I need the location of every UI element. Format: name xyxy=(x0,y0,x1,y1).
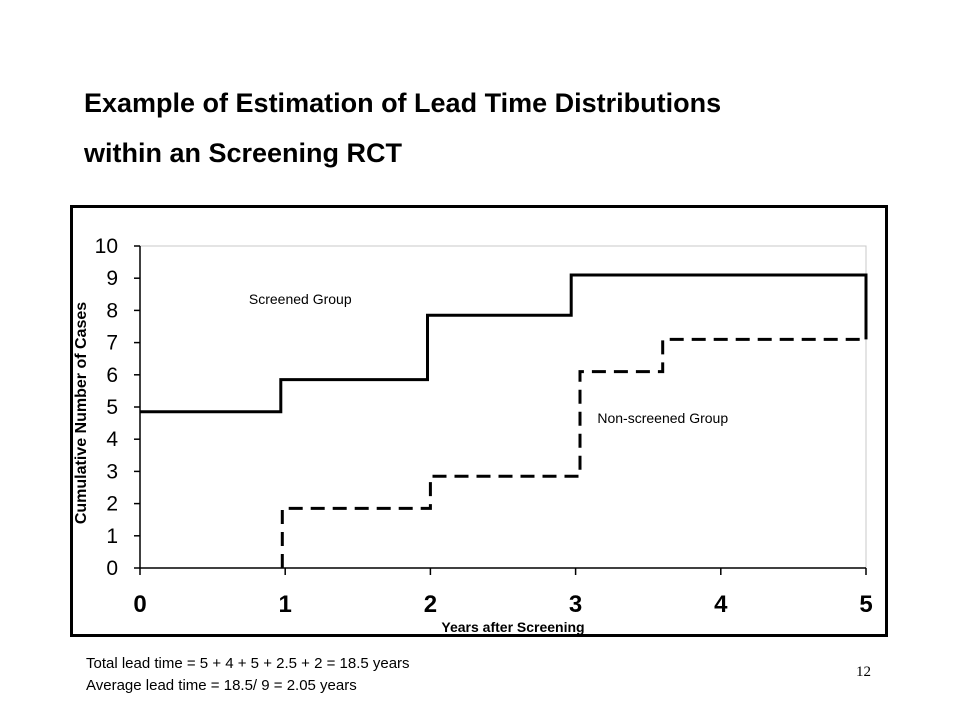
slide-title-line-1: Example of Estimation of Lead Time Distr… xyxy=(84,88,722,118)
x-axis-title: Years after Screening xyxy=(441,619,584,634)
total-lead-time-note: Total lead time = 5 + 4 + 5 + 2.5 + 2 = … xyxy=(86,655,410,672)
annotation-screened-group: Screened Group xyxy=(249,291,352,307)
y-tick-label-1: 1 xyxy=(106,525,118,548)
lead-time-notes: Total lead time = 5 + 4 + 5 + 2.5 + 2 = … xyxy=(86,653,410,697)
y-tick-label-9: 9 xyxy=(106,267,118,290)
y-tick-label-6: 6 xyxy=(106,364,118,387)
series-non-screened-group xyxy=(280,337,866,568)
y-tick-label-0: 0 xyxy=(106,557,118,580)
y-axis-title: Cumulative Number of Cases xyxy=(73,302,90,524)
y-tick-label-2: 2 xyxy=(106,493,118,516)
lead-time-chart: 0 1 2 3 4 5 6 7 8 9 10 0 1 2 3 4 5 Years after Screening C… xyxy=(73,235,873,634)
y-tick-label-4: 4 xyxy=(106,428,118,451)
x-tick-label-0: 0 xyxy=(133,591,146,618)
x-tick-label-5: 5 xyxy=(859,591,872,618)
y-tick-label-8: 8 xyxy=(106,299,118,322)
average-lead-time-note: Average lead time = 18.5/ 9 = 2.05 years xyxy=(86,677,357,694)
x-tick-label-4: 4 xyxy=(714,591,728,618)
slide-title: Example of Estimation of Lead Time Distr… xyxy=(84,78,904,178)
x-tick-label-3: 3 xyxy=(569,591,582,618)
slide-title-line-2: within an Screening RCT xyxy=(84,138,403,168)
y-tick-label-7: 7 xyxy=(106,332,118,355)
annotation-non-screened-group: Non-screened Group xyxy=(597,410,728,426)
y-tick-label-10: 10 xyxy=(95,235,118,258)
x-tick-label-2: 2 xyxy=(424,591,437,618)
x-tick-label-1: 1 xyxy=(279,591,292,618)
page-number: 12 xyxy=(856,664,871,680)
y-tick-label-3: 3 xyxy=(106,460,118,483)
y-tick-label-5: 5 xyxy=(106,396,118,419)
chart-frame: 0 1 2 3 4 5 6 7 8 9 10 0 1 2 3 4 5 Years after Screening C… xyxy=(70,205,888,637)
series-screened-group xyxy=(140,273,868,414)
